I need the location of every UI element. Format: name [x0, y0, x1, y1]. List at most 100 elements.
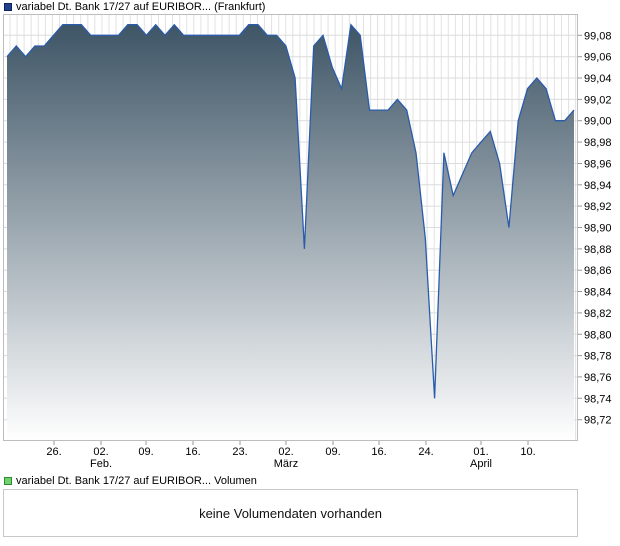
price-point — [313, 45, 314, 46]
price-point — [527, 88, 528, 89]
x-tick-label: 26. — [46, 446, 61, 458]
price-point — [137, 24, 138, 25]
y-tick-label: 99,06 — [584, 52, 612, 64]
price-point — [332, 67, 333, 68]
price-point — [53, 35, 54, 36]
volume-empty-message: keine Volumendaten vorhanden — [199, 505, 382, 521]
y-tick-label: 99,00 — [584, 116, 612, 128]
price-point — [443, 152, 444, 153]
price-point — [453, 195, 454, 196]
price-point — [369, 110, 370, 111]
y-tick-label: 98,98 — [584, 137, 612, 149]
price-point — [397, 99, 398, 100]
price-point — [388, 110, 389, 111]
x-tick-label: 23. — [232, 446, 247, 458]
price-point — [564, 120, 565, 121]
price-area — [7, 24, 574, 441]
y-tick-label: 98,96 — [584, 159, 612, 171]
price-point — [164, 35, 165, 36]
y-tick-label: 98,74 — [584, 393, 612, 405]
price-point — [322, 35, 323, 36]
x-month-label: Feb. — [90, 458, 112, 470]
y-tick-label: 98,86 — [584, 265, 612, 277]
price-point — [536, 77, 537, 78]
x-month-label: März — [274, 458, 298, 470]
price-point — [276, 35, 277, 36]
x-tick-label: 10. — [520, 446, 535, 458]
y-tick-label: 98,76 — [584, 372, 612, 384]
y-tick-label: 98,80 — [584, 329, 612, 341]
price-point — [480, 142, 481, 143]
price-point — [211, 35, 212, 36]
y-tick-label: 98,82 — [584, 308, 612, 320]
price-point — [146, 35, 147, 36]
price-point — [202, 35, 203, 36]
price-point — [425, 238, 426, 239]
price-point — [304, 248, 305, 249]
x-tick-label: 24. — [418, 446, 433, 458]
x-tick-label: 02. — [278, 446, 293, 458]
price-point — [72, 24, 73, 25]
volume-legend: variabel Dt. Bank 17/27 auf EURIBOR... V… — [4, 474, 257, 488]
price-point — [192, 35, 193, 36]
price-point — [360, 35, 361, 36]
price-point — [518, 120, 519, 121]
price-point — [350, 24, 351, 25]
price-line — [6, 23, 575, 399]
y-tick-label: 98,78 — [584, 351, 612, 363]
x-tick-label: 09. — [325, 446, 340, 458]
price-point — [285, 45, 286, 46]
price-point — [490, 131, 491, 132]
price-point — [81, 24, 82, 25]
price-point — [25, 56, 26, 57]
price-point — [239, 35, 240, 36]
price-point — [155, 24, 156, 25]
price-point — [434, 398, 435, 399]
price-point — [415, 152, 416, 153]
x-month-label: April — [470, 458, 492, 470]
x-tick-label: 09. — [138, 446, 153, 458]
y-tick-label: 98,72 — [584, 415, 612, 427]
price-point — [16, 45, 17, 46]
y-tick-label: 98,94 — [584, 180, 612, 192]
price-legend-label: variabel Dt. Bank 17/27 auf EURIBOR... (… — [16, 1, 266, 13]
price-point — [341, 88, 342, 89]
price-point — [267, 35, 268, 36]
price-point — [183, 35, 184, 36]
y-tick-label: 98,88 — [584, 244, 612, 256]
y-tick-label: 99,08 — [584, 30, 612, 42]
y-tick-label: 98,90 — [584, 223, 612, 235]
volume-panel: keine Volumendaten vorhanden — [3, 489, 578, 537]
price-point — [573, 110, 574, 111]
price-point — [44, 45, 45, 46]
price-point — [220, 35, 221, 36]
price-point — [555, 120, 556, 121]
y-tick-label: 99,02 — [584, 94, 612, 106]
price-point — [248, 24, 249, 25]
price-point — [90, 35, 91, 36]
price-point — [99, 35, 100, 36]
price-point — [378, 110, 379, 111]
x-tick-label: 02. — [93, 446, 108, 458]
price-point — [230, 35, 231, 36]
volume-legend-label: variabel Dt. Bank 17/27 auf EURIBOR... V… — [16, 475, 257, 487]
price-point — [508, 227, 509, 228]
price-point — [295, 77, 296, 78]
price-point — [34, 45, 35, 46]
price-point — [127, 24, 128, 25]
plot-frame — [3, 14, 578, 441]
price-point — [109, 35, 110, 36]
price-point — [118, 35, 119, 36]
price-point — [499, 163, 500, 164]
price-point — [462, 174, 463, 175]
price-legend: variabel Dt. Bank 17/27 auf EURIBOR... (… — [4, 0, 265, 14]
price-point — [546, 88, 547, 89]
x-tick-label: 16. — [371, 446, 386, 458]
price-point — [406, 110, 407, 111]
price-point — [62, 24, 63, 25]
price-chart: 99,08 99,06 99,04 99,02 99,00 98,98 98,96 98,94… — [3, 14, 612, 470]
price-point — [471, 152, 472, 153]
price-point — [174, 24, 175, 25]
y-tick-label: 99,04 — [584, 73, 612, 85]
price-point — [257, 24, 258, 25]
